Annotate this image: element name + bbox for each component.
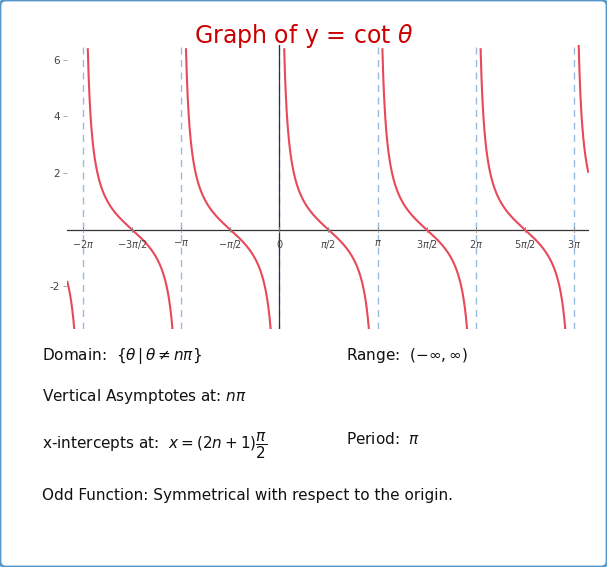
Text: Graph of y = cot $\mathit{\theta}$: Graph of y = cot $\mathit{\theta}$ [194,22,413,49]
Text: Vertical Asymptotes at: $n\pi$: Vertical Asymptotes at: $n\pi$ [42,387,248,406]
Text: x-intercepts at:  $x = (2n+1)\dfrac{\pi}{2}$: x-intercepts at: $x = (2n+1)\dfrac{\pi}{… [42,431,268,461]
Text: $\pi$: $\pi$ [373,238,382,248]
Text: $0$: $0$ [276,238,283,249]
Text: $5\pi/2$: $5\pi/2$ [514,238,536,251]
Text: $-\pi/2$: $-\pi/2$ [218,238,242,251]
Text: $2\pi$: $2\pi$ [469,238,483,249]
Text: Odd Function: Symmetrical with respect to the origin.: Odd Function: Symmetrical with respect t… [42,488,453,502]
Text: Range:  $(-\infty, \infty)$: Range: $(-\infty, \infty)$ [346,346,468,365]
Text: $3\pi/2$: $3\pi/2$ [416,238,438,251]
Text: $\pi/2$: $\pi/2$ [320,238,336,251]
Text: Domain:  $\{\theta\,|\,\theta \neq n\pi\}$: Domain: $\{\theta\,|\,\theta \neq n\pi\}… [42,346,202,366]
Text: $3\pi$: $3\pi$ [567,238,581,249]
Text: $-\pi$: $-\pi$ [173,238,189,248]
Text: Period:  $\pi$: Period: $\pi$ [346,431,420,447]
Text: $-3\pi/2$: $-3\pi/2$ [117,238,148,251]
Text: $-2\pi$: $-2\pi$ [72,238,94,249]
